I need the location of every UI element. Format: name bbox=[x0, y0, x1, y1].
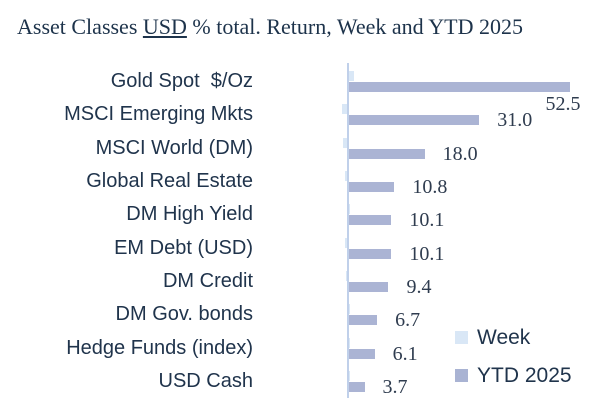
category-label: DM Credit bbox=[162, 270, 253, 293]
legend-week-label: Week bbox=[477, 326, 531, 349]
legend-ytd-label: YTD 2025 bbox=[477, 364, 572, 387]
week-bar bbox=[345, 171, 347, 182]
week-bar bbox=[345, 237, 347, 248]
week-bar bbox=[349, 304, 351, 315]
value-label: 10.1 bbox=[409, 209, 445, 232]
category-label: Hedge Funds (index) bbox=[66, 336, 253, 359]
category-label: USD Cash bbox=[158, 370, 253, 393]
week-bar bbox=[349, 204, 350, 215]
value-label: 6.7 bbox=[395, 309, 421, 332]
ytd-bar bbox=[349, 115, 480, 126]
value-label: 10.1 bbox=[409, 242, 445, 265]
ytd-bar bbox=[349, 82, 570, 92]
week-bar bbox=[349, 337, 350, 348]
value-label: 10.8 bbox=[412, 176, 448, 199]
week-bar bbox=[349, 71, 355, 81]
value-label: 18.0 bbox=[442, 142, 478, 165]
value-label: 52.5 bbox=[545, 93, 581, 115]
ytd-bar bbox=[349, 282, 389, 293]
chart-title-pre: Asset Classes bbox=[17, 14, 143, 39]
chart-title-post: % total. Return, Week and YTD 2025 bbox=[186, 14, 524, 39]
ytd-bar bbox=[349, 315, 378, 326]
zero-axis-line bbox=[347, 63, 349, 398]
ytd-bar bbox=[349, 215, 392, 226]
week-bar bbox=[349, 371, 350, 382]
category-label: DM High Yield bbox=[126, 203, 253, 226]
week-bar bbox=[342, 137, 347, 148]
chart-title-underlined: USD bbox=[142, 14, 187, 39]
category-label: MSCI Emerging Mkts bbox=[64, 103, 253, 126]
value-label: 6.1 bbox=[392, 342, 418, 365]
ytd-bar bbox=[349, 182, 395, 193]
ytd-bar bbox=[349, 148, 425, 159]
ytd-bar bbox=[349, 348, 375, 359]
ytd-bar bbox=[349, 382, 365, 393]
legend-ytd-swatch bbox=[455, 369, 468, 382]
legend-week-swatch bbox=[455, 331, 468, 344]
value-label: 31.0 bbox=[497, 109, 533, 132]
category-label: EM Debt (USD) bbox=[114, 236, 253, 259]
chart-title: Asset Classes USD % total. Return, Week … bbox=[17, 14, 597, 40]
ytd-bar bbox=[349, 248, 392, 259]
value-label: 3.7 bbox=[382, 376, 408, 399]
week-bar bbox=[341, 104, 347, 115]
week-bar bbox=[346, 271, 347, 282]
category-label: Gold Spot $/Oz bbox=[110, 70, 253, 92]
value-label: 9.4 bbox=[406, 276, 432, 299]
category-label: DM Gov. bonds bbox=[115, 303, 253, 326]
category-label: MSCI World (DM) bbox=[95, 136, 253, 159]
category-label: Global Real Estate bbox=[86, 170, 253, 193]
